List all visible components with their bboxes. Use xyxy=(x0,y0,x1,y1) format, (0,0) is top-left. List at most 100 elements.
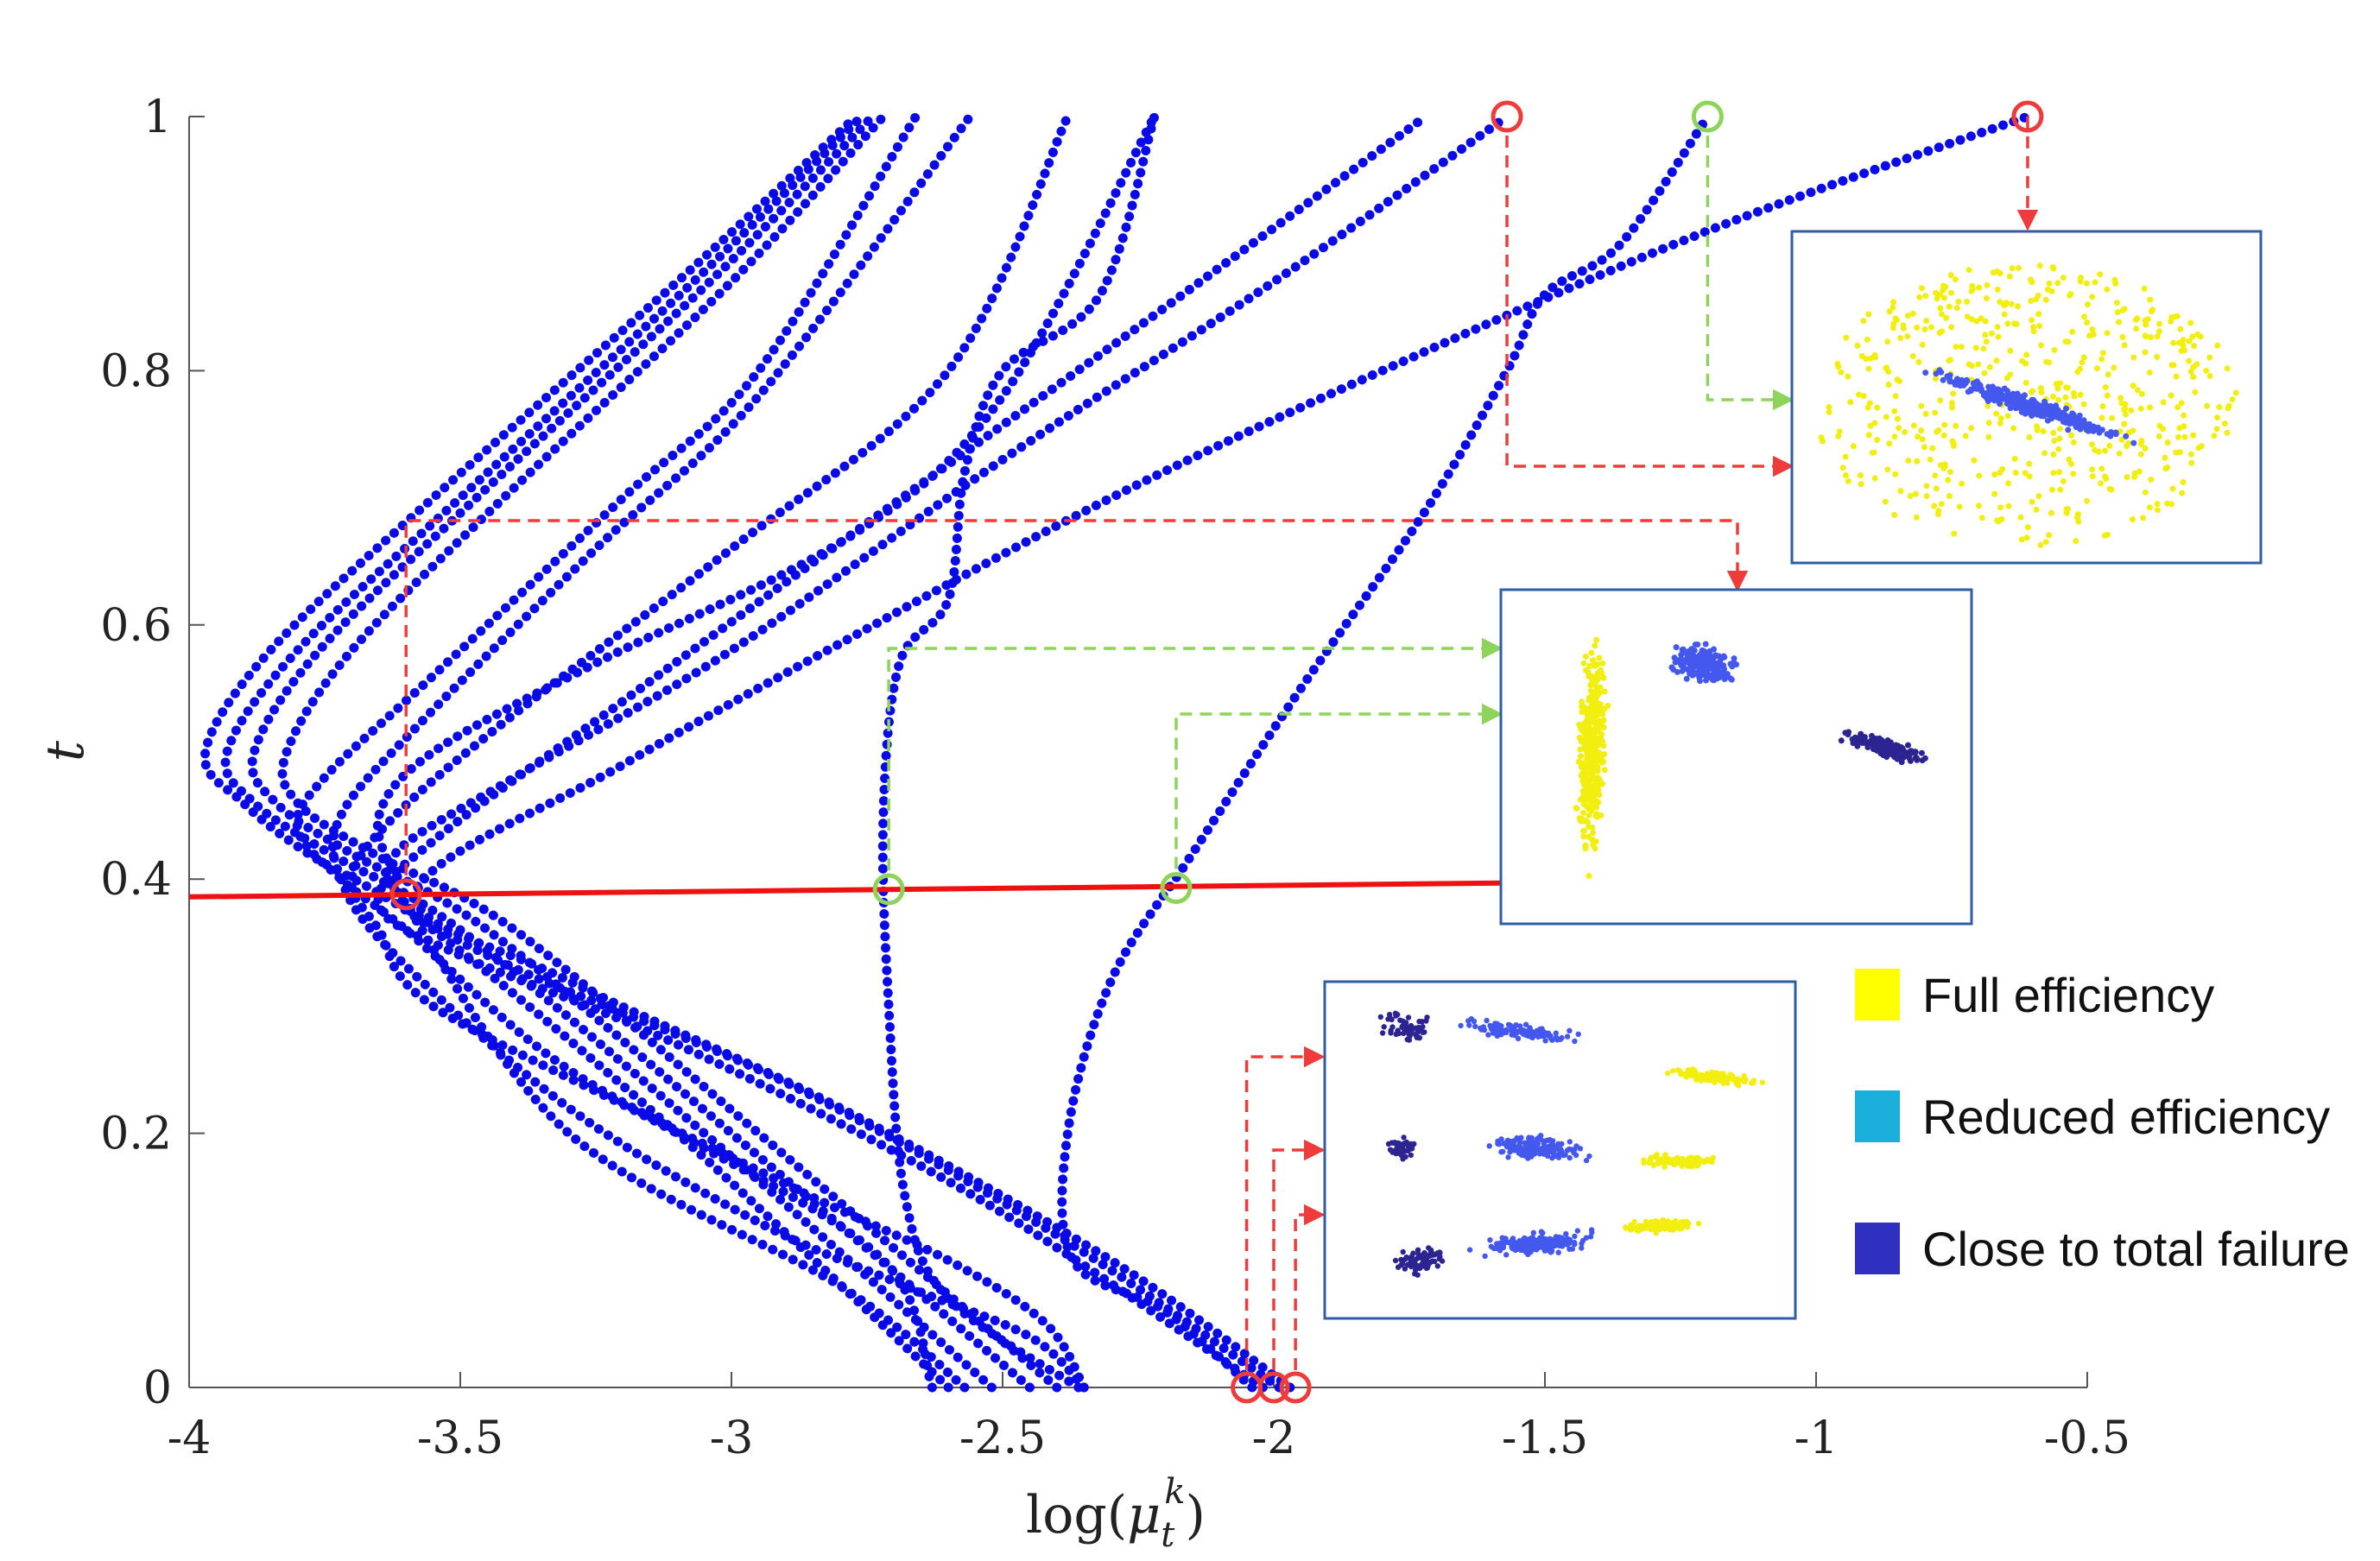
cluster-point xyxy=(1883,414,1889,420)
cluster-point xyxy=(2069,329,2075,335)
cluster-point xyxy=(1954,376,1960,382)
cluster-point xyxy=(2128,408,2134,414)
cluster-point xyxy=(2130,382,2136,389)
cluster-point xyxy=(2174,313,2181,319)
cluster-point xyxy=(2025,524,2031,530)
cluster-point xyxy=(1820,439,1826,445)
cluster-point xyxy=(2017,515,2023,521)
cluster-point xyxy=(2206,355,2212,361)
cluster-point xyxy=(2122,342,2128,348)
cluster-point xyxy=(1623,1224,1628,1229)
cluster-point xyxy=(2098,480,2104,486)
cluster-point xyxy=(1536,1031,1541,1036)
cluster-point xyxy=(1593,687,1599,693)
cluster-point xyxy=(1986,420,1992,426)
cluster-point xyxy=(1733,661,1739,667)
cluster-point xyxy=(2098,465,2105,471)
cluster-point xyxy=(2096,449,2102,455)
cluster-point xyxy=(1884,338,1890,344)
cluster-point xyxy=(1845,374,1851,380)
cluster-point xyxy=(2106,443,2112,449)
cluster-point xyxy=(2117,395,2124,401)
cluster-point xyxy=(2214,414,2220,420)
cluster-point xyxy=(1516,1243,1521,1248)
cluster-point xyxy=(2037,262,2043,269)
cluster-point xyxy=(1918,403,1924,409)
cluster-point xyxy=(2113,431,2119,437)
cluster-point xyxy=(1589,771,1595,777)
cluster-point xyxy=(2046,359,2052,365)
x-tick-label: -0.5 xyxy=(2044,1412,2130,1464)
cluster-point xyxy=(2102,448,2108,454)
cluster-point xyxy=(2043,297,2049,303)
cluster-point xyxy=(2140,515,2146,521)
cluster-point xyxy=(1871,450,1877,456)
cluster-point xyxy=(1498,1136,1503,1141)
cluster-point xyxy=(1572,1234,1577,1239)
cluster-point xyxy=(2134,315,2140,321)
cluster-point xyxy=(1505,1138,1510,1143)
cluster-point xyxy=(1953,344,1959,350)
cluster-point xyxy=(2054,414,2060,420)
cluster-point xyxy=(1629,1223,1634,1229)
cluster-point xyxy=(1588,796,1594,802)
cluster-point xyxy=(2130,355,2136,361)
cluster-point xyxy=(2063,338,2069,344)
series-line xyxy=(297,117,1084,1387)
inset-b xyxy=(1501,590,1972,924)
cluster-point xyxy=(1860,318,1866,324)
cluster-point xyxy=(1559,1236,1564,1241)
cluster-point xyxy=(1861,393,1867,399)
cluster-point xyxy=(1497,1241,1503,1246)
cluster-point xyxy=(2005,320,2011,326)
cluster-point xyxy=(1389,1024,1395,1029)
cluster-point xyxy=(2105,532,2111,538)
cluster-point xyxy=(2043,539,2049,545)
cluster-point xyxy=(1498,1023,1503,1028)
cluster-point xyxy=(1850,736,1856,743)
cluster-point xyxy=(1843,335,1849,341)
cluster-point xyxy=(1898,744,1904,750)
cluster-point xyxy=(1916,294,1922,300)
cluster-point xyxy=(1555,1141,1560,1147)
cluster-point xyxy=(1978,386,1984,392)
cluster-point xyxy=(1864,744,1870,750)
cluster-point xyxy=(2179,490,2185,496)
series-12 xyxy=(883,117,1155,1387)
cluster-point xyxy=(1576,759,1582,765)
cluster-point xyxy=(1674,669,1681,675)
cluster-point xyxy=(1864,337,1870,343)
cluster-point xyxy=(2015,303,2021,309)
cluster-point xyxy=(1914,458,1920,465)
cluster-point xyxy=(1689,1072,1694,1078)
cluster-point xyxy=(1668,665,1674,671)
cluster-point xyxy=(2035,427,2041,433)
legend-label-3: Close to total failure xyxy=(1922,1222,2350,1276)
series-line xyxy=(351,117,1067,1387)
cluster-point xyxy=(2036,323,2042,329)
cluster-point xyxy=(1489,1026,1494,1031)
cluster-point xyxy=(1705,1071,1710,1077)
cluster-point xyxy=(2130,516,2136,522)
cluster-point xyxy=(2109,415,2115,421)
cluster-point xyxy=(2115,309,2121,315)
cluster-point xyxy=(1588,688,1594,694)
cluster-point xyxy=(2029,317,2035,323)
cluster-point xyxy=(1388,1030,1393,1035)
cluster-point xyxy=(2024,534,2030,540)
cluster-point xyxy=(1948,324,1954,330)
cluster-point xyxy=(2188,369,2194,375)
cluster-point xyxy=(2019,536,2025,542)
cluster-point xyxy=(2225,365,2231,371)
cluster-point xyxy=(2029,499,2035,505)
cluster-point xyxy=(2049,288,2055,294)
cluster-point xyxy=(2190,374,2196,380)
cluster-point xyxy=(1605,703,1611,709)
cluster-point xyxy=(2009,301,2015,307)
cluster-point xyxy=(1514,1147,1519,1153)
cluster-point xyxy=(2010,398,2016,404)
cluster-point xyxy=(1922,293,1928,299)
cluster-point xyxy=(2048,510,2054,516)
cluster-point xyxy=(1401,1249,1406,1254)
cluster-point xyxy=(2010,265,2016,271)
